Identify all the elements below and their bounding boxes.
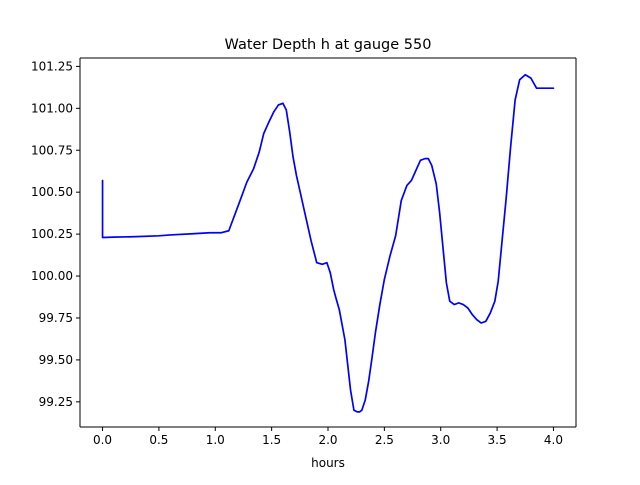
y-tick-label: 99.50 xyxy=(39,353,73,367)
x-tick-label: 2.5 xyxy=(375,433,394,447)
x-tick-label: 1.0 xyxy=(206,433,225,447)
y-tick-label: 99.25 xyxy=(39,395,73,409)
x-tick-label: 2.0 xyxy=(318,433,337,447)
y-tick-label: 101.25 xyxy=(31,59,73,73)
x-tick-label: 4.0 xyxy=(544,433,563,447)
y-tick-label: 101.00 xyxy=(31,101,73,115)
x-tick-label: 3.0 xyxy=(431,433,450,447)
y-tick-label: 100.00 xyxy=(31,269,73,283)
x-axis-label: hours xyxy=(311,456,345,470)
y-tick-label: 100.75 xyxy=(31,143,73,157)
chart-title: Water Depth h at gauge 550 xyxy=(225,37,432,53)
y-tick-label: 99.75 xyxy=(39,311,73,325)
series-line-0 xyxy=(101,73,555,413)
x-tick-label: 0.5 xyxy=(149,433,168,447)
y-tick-label: 100.25 xyxy=(31,227,73,241)
plot-area: 0.0 0.5 1.0 1.5 2.0 2.5 3.0 3.5 4.0 99.25 99.50 99.… xyxy=(31,57,577,447)
x-tick-label: 0.0 xyxy=(93,433,112,447)
x-tick-label: 1.5 xyxy=(262,433,281,447)
y-tick-label: 100.50 xyxy=(31,185,73,199)
x-tick-label: 3.5 xyxy=(488,433,507,447)
